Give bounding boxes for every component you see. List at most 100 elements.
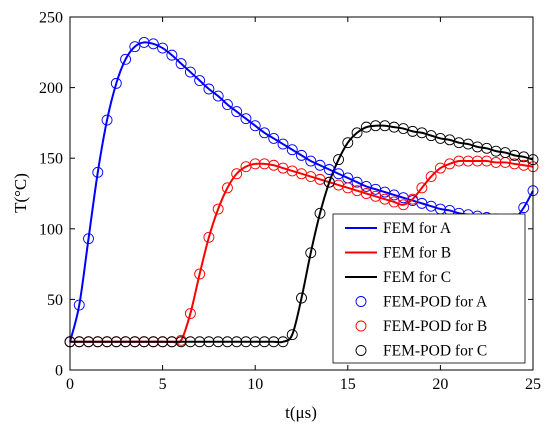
series-line-fem-for-c <box>70 124 534 344</box>
data-point-fem-pod-for-a <box>221 99 233 110</box>
data-point-fem-pod-for-c <box>333 154 344 166</box>
data-point-fem-pod-for-c <box>212 336 224 348</box>
data-point-fem-pod-for-c <box>157 336 169 348</box>
data-point-fem-pod-for-c <box>277 336 289 348</box>
legend-label-fem-for-b: FEM for B <box>383 245 451 262</box>
data-point-fem-pod-for-a <box>157 42 169 54</box>
data-point-fem-pod-for-b <box>509 158 520 170</box>
data-point-fem-pod-for-a <box>305 155 317 167</box>
data-point-fem-pod-for-b <box>221 182 233 194</box>
data-point-fem-pod-for-c <box>92 336 104 348</box>
data-point-fem-pod-for-c <box>286 329 298 341</box>
data-point-fem-pod-for-c <box>101 336 113 348</box>
data-point-fem-pod-for-b <box>407 193 419 205</box>
series-layer <box>64 36 539 348</box>
data-point-fem-pod-for-c <box>388 121 400 133</box>
data-point-fem-pod-for-c <box>471 141 483 153</box>
data-point-fem-pod-for-c <box>249 336 261 348</box>
data-point-fem-pod-for-b <box>434 162 446 174</box>
data-point-fem-pod-for-c <box>351 127 363 139</box>
data-point-fem-pod-for-b <box>518 159 530 171</box>
data-point-fem-pod-for-c <box>147 336 159 348</box>
data-point-fem-pod-for-b <box>259 158 270 170</box>
data-point-fem-pod-for-b <box>212 203 224 215</box>
data-point-fem-pod-for-a <box>351 176 363 188</box>
x-tick-label: 10 <box>247 376 263 393</box>
data-point-fem-pod-for-b <box>249 158 261 170</box>
data-point-fem-pod-for-a <box>296 149 307 161</box>
data-point-fem-pod-for-c <box>407 125 419 137</box>
data-point-fem-pod-for-a <box>231 106 243 118</box>
data-point-fem-pod-for-a <box>184 66 196 78</box>
data-point-fem-pod-for-c <box>184 336 196 348</box>
y-tick-label: 200 <box>39 80 63 97</box>
data-point-fem-pod-for-a <box>110 77 122 89</box>
y-tick-label: 50 <box>47 292 63 309</box>
data-point-fem-pod-for-a <box>323 164 335 175</box>
data-point-fem-pod-for-c <box>453 137 465 149</box>
data-point-fem-pod-for-c <box>203 336 215 348</box>
legend-swatch-fem-pod-for-b <box>355 320 367 332</box>
data-point-fem-pod-for-a <box>277 138 289 150</box>
x-axis-label: t(μs) <box>285 403 317 422</box>
data-point-fem-pod-for-c <box>434 132 446 144</box>
data-point-fem-pod-for-c <box>175 336 187 348</box>
data-point-fem-pod-for-c <box>259 336 270 348</box>
data-point-fem-pod-for-b <box>397 199 409 211</box>
legend-swatch-fem-pod-for-a <box>355 296 367 307</box>
data-point-fem-pod-for-a <box>268 132 280 144</box>
data-point-fem-pod-for-c <box>221 336 233 348</box>
data-point-fem-pod-for-c <box>138 336 150 348</box>
data-point-fem-pod-for-a <box>333 168 344 180</box>
data-point-fem-pod-for-a <box>259 127 270 139</box>
series-markers-fem-pod-for-c <box>64 120 539 348</box>
data-point-fem-pod-for-b <box>471 155 483 167</box>
data-point-fem-pod-for-b <box>231 168 243 180</box>
data-point-fem-pod-for-b <box>184 308 196 319</box>
data-point-fem-pod-for-c <box>360 121 372 133</box>
data-point-fem-pod-for-c <box>240 336 252 348</box>
y-tick-label: 100 <box>39 221 63 238</box>
data-point-fem-pod-for-c <box>370 120 382 132</box>
x-tick-label: 0 <box>66 376 74 393</box>
data-point-fem-pod-for-a <box>166 49 178 61</box>
data-point-fem-pod-for-a <box>138 36 150 48</box>
data-point-fem-pod-for-a <box>314 159 326 171</box>
y-tick-label: 150 <box>39 151 63 168</box>
data-point-fem-pod-for-b <box>416 182 428 194</box>
data-point-fem-pod-for-c <box>305 247 317 259</box>
data-point-fem-pod-for-c <box>110 336 122 348</box>
legend-label-fem-for-c: FEM for C <box>383 269 451 286</box>
y-tick-label: 0 <box>55 363 63 380</box>
data-point-fem-pod-for-a <box>249 120 261 132</box>
data-point-fem-pod-for-a <box>286 144 298 156</box>
data-point-fem-pod-for-b <box>203 231 215 243</box>
data-point-fem-pod-for-c <box>314 207 326 219</box>
data-point-fem-pod-for-c <box>166 336 178 348</box>
data-point-fem-pod-for-a <box>194 75 206 86</box>
data-point-fem-pod-for-a <box>83 233 94 245</box>
data-point-fem-pod-for-b <box>490 156 502 168</box>
y-tick-label: 250 <box>39 10 63 27</box>
data-point-fem-pod-for-a <box>240 113 252 125</box>
data-point-fem-pod-for-b <box>481 155 493 167</box>
data-point-fem-pod-for-c <box>342 137 354 149</box>
data-point-fem-pod-for-a <box>212 90 224 102</box>
data-point-fem-pod-for-c <box>73 336 85 348</box>
legend-label-fem-pod-for-a: FEM-POD for A <box>383 294 488 311</box>
legend-items: FEM for A FEM for B FEM for C FEM-POD for A… <box>345 220 488 360</box>
data-point-fem-pod-for-c <box>268 336 280 348</box>
data-point-fem-pod-for-b <box>453 155 465 167</box>
legend-box <box>332 213 526 364</box>
data-point-fem-pod-for-a <box>129 41 141 53</box>
y-axis-label: T(°C) <box>11 173 30 213</box>
x-tick-label: 20 <box>432 376 448 393</box>
data-point-fem-pod-for-b <box>462 155 474 167</box>
x-tick-label: 5 <box>159 376 167 393</box>
data-point-fem-pod-for-a <box>518 202 530 214</box>
data-point-fem-pod-for-c <box>120 336 132 348</box>
legend: FEM for A FEM for B FEM for C FEM-POD for A… <box>332 213 526 364</box>
data-point-fem-pod-for-a <box>175 58 187 70</box>
